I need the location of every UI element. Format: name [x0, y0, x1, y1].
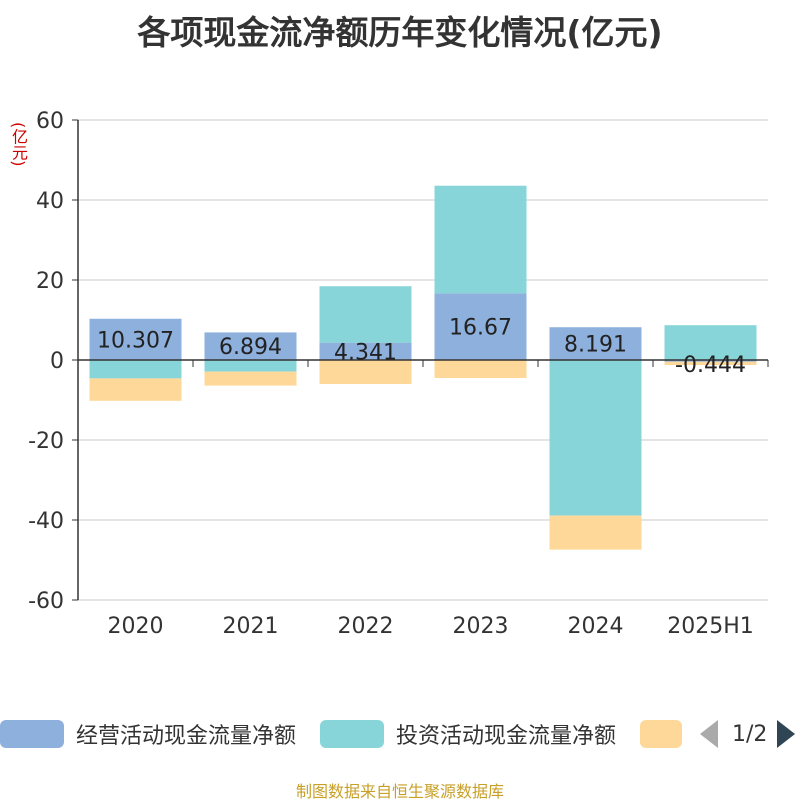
legend-label-operating: 经营活动现金流量净额: [76, 724, 297, 749]
chart-title: 各项现金流净额历年变化情况(亿元): [137, 13, 663, 52]
x-tick-label: 2025H1: [667, 614, 754, 639]
x-tick-label: 2023: [453, 614, 509, 639]
data-label: 4.341: [334, 340, 397, 365]
legend-item-investing[interactable]: 投资活动现金流量净额: [320, 716, 616, 752]
data-label: 8.191: [564, 333, 627, 358]
legend-swatch-investing: [320, 720, 384, 748]
bar-series-1: [549, 360, 642, 516]
y-tick-label: -40: [28, 509, 64, 534]
legend-page-indicator: 1/2: [732, 721, 768, 747]
x-tick-label: 2020: [108, 614, 164, 639]
legend-label-investing: 投资活动现金流量净额: [396, 724, 617, 749]
bar-series-1: [319, 286, 412, 343]
stacked-bar-chart: 60 40 20 0 -20 -40 -60 10.307 6.894 4.341 16.67 8.1…: [28, 109, 769, 639]
bar-series-0: [549, 327, 642, 360]
legend-swatch-operating: [0, 720, 64, 748]
y-tick-label: 20: [36, 269, 64, 294]
y-axis-unit: (亿元): [9, 122, 28, 167]
bar-series-1: [434, 185, 527, 294]
x-tick-label: 2024: [568, 614, 624, 639]
bar-series-1: [664, 325, 757, 360]
legend-swatch-financing: [640, 720, 682, 748]
bar-series-0: [434, 293, 527, 360]
legend-next-page-icon[interactable]: [777, 720, 796, 748]
bar-series-2: [319, 360, 412, 384]
bar-series-1: [89, 360, 182, 379]
bar-series-2: [204, 371, 297, 386]
legend-pager: 1/2: [700, 716, 796, 752]
bar-series-2: [664, 361, 757, 365]
x-tick-label: 2022: [338, 614, 394, 639]
bar-series-0: [664, 360, 757, 362]
y-tick-label: -20: [28, 429, 64, 454]
y-tick-label: 60: [36, 109, 64, 134]
data-label: -0.444: [675, 353, 746, 378]
bar-series-1: [204, 360, 297, 372]
bar-series-0: [204, 332, 297, 360]
y-tick-label: -60: [28, 589, 64, 614]
data-label: 10.307: [97, 328, 174, 353]
bar-series-0: [89, 318, 182, 360]
data-label: 6.894: [219, 335, 282, 360]
bar-series-0: [319, 342, 412, 360]
legend-prev-page-icon[interactable]: [700, 720, 718, 748]
bar-series-2: [549, 515, 642, 550]
data-label: 16.67: [449, 316, 512, 341]
y-tick-label: 40: [36, 189, 64, 214]
bar-series-2: [89, 378, 182, 401]
x-tick-label: 2021: [223, 614, 279, 639]
legend: 经营活动现金流量净额 投资活动现金流量净额 1/2: [0, 716, 800, 752]
legend-item-operating[interactable]: 经营活动现金流量净额: [0, 716, 296, 752]
legend-item-financing[interactable]: [640, 716, 694, 752]
bar-series-2: [434, 360, 527, 378]
y-tick-label: 0: [50, 349, 64, 374]
data-source-note: 制图数据来自恒生聚源数据库: [295, 782, 504, 801]
